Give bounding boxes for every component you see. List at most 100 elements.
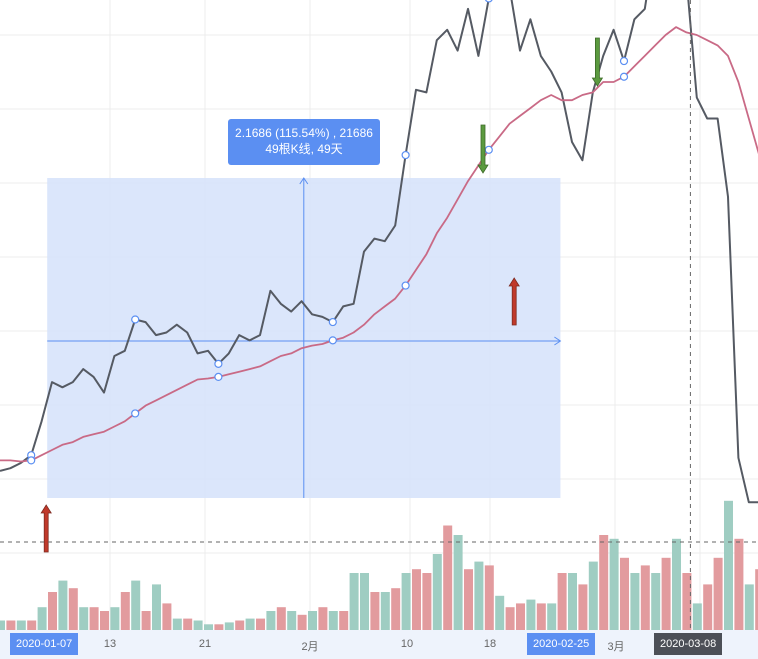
volume-bar-37	[380, 592, 390, 630]
price-marker-39	[401, 150, 410, 160]
x-highlight-label-0: 2020-01-07	[10, 633, 79, 655]
volume-bar-3	[27, 620, 37, 630]
measure-tooltip: 2.1686 (115.54%) , 21686 49根K线, 49天	[228, 119, 380, 165]
volume-bar-15	[152, 584, 161, 630]
volume-bar-73	[755, 569, 758, 630]
volume-bar-35	[360, 573, 369, 630]
moving_average-marker-13	[131, 409, 140, 418]
volume-bar-66	[682, 573, 692, 630]
volume-bar-20	[204, 624, 213, 630]
volume-bar-27	[276, 607, 286, 630]
volume-bar-36	[370, 592, 380, 630]
volume-bar-4	[37, 607, 47, 630]
volume-bar-39	[401, 573, 411, 630]
volume-bar-49	[505, 607, 515, 630]
trade-signal-arrows	[40, 37, 604, 553]
volume-bar-14	[141, 611, 151, 630]
volume-bar-22	[224, 622, 234, 630]
volume-bar-31	[318, 607, 328, 630]
volume-bar-44	[453, 535, 463, 630]
volume-bar-63	[651, 573, 661, 630]
volume-bar-48	[495, 595, 505, 630]
volume-bar-55	[568, 573, 577, 630]
x-tick-label-0: 13	[103, 638, 117, 650]
volume-bar-43	[443, 525, 453, 630]
volume-bar-47	[484, 565, 494, 630]
volume-bar-7	[68, 588, 78, 630]
volume-bar-69	[713, 557, 723, 630]
series-markers	[27, 0, 629, 465]
volume-bars	[0, 500, 758, 630]
tooltip-line-2: 49根K线, 49天	[265, 142, 343, 156]
measure-box-arrow-up	[299, 177, 309, 185]
volume-bar-26	[266, 611, 276, 630]
volume-bar-19	[193, 620, 203, 630]
volume-bar-6	[58, 580, 68, 630]
volume-bar-2	[16, 620, 26, 630]
sell-arrow-1	[477, 124, 489, 174]
volume-bar-46	[474, 561, 484, 630]
price-marker-60	[619, 56, 629, 66]
volume-bar-25	[256, 618, 265, 630]
price-marker-13	[131, 315, 140, 324]
volume-bar-60	[620, 557, 629, 630]
volume-bar-68	[703, 584, 713, 630]
volume-bar-56	[578, 584, 588, 630]
volume-bar-64	[661, 557, 671, 630]
moving_average-marker-47	[484, 145, 493, 154]
volume-bar-40	[412, 569, 421, 630]
moving_average-marker-39	[401, 281, 410, 290]
moving_average-marker-32	[328, 336, 337, 345]
volume-bar-62	[640, 565, 650, 630]
volume-bar-51	[526, 599, 536, 630]
volume-bar-18	[183, 618, 193, 630]
volume-bar-71	[734, 538, 744, 630]
volume-bar-54	[557, 573, 567, 630]
measure-range-box[interactable]	[47, 177, 562, 498]
volume-bar-21	[214, 624, 224, 630]
volume-bar-33	[339, 611, 349, 630]
price-marker-21	[214, 359, 223, 368]
volume-bar-24	[245, 618, 255, 630]
volume-bar-52	[536, 603, 546, 630]
volume-bar-45	[464, 569, 473, 630]
x-axis	[0, 630, 758, 659]
volume-bar-23	[235, 620, 245, 630]
tooltip-line-1: 2.1686 (115.54%) , 21686	[235, 126, 373, 140]
volume-bar-5	[48, 592, 57, 630]
volume-bar-50	[516, 603, 525, 630]
volume-bar-30	[308, 611, 317, 630]
x-tick-label-3: 10	[400, 638, 414, 650]
volume-bar-59	[609, 538, 619, 630]
x-tick-label-1: 21	[198, 638, 212, 650]
series-lines	[0, 0, 758, 504]
price-marker-32	[328, 317, 337, 327]
buy-arrow-2	[508, 277, 520, 326]
x-tick-label-4: 18	[483, 638, 497, 650]
x-tick-label-5: 3月	[607, 641, 625, 653]
volume-bar-41	[422, 573, 432, 630]
volume-bar-17	[172, 618, 182, 630]
volume-bar-8	[79, 607, 89, 630]
volume-bar-65	[672, 538, 681, 630]
x-tick-label-2: 2月	[301, 641, 319, 653]
volume-bar-61	[630, 573, 640, 630]
volume-bar-13	[131, 580, 141, 630]
volume-bar-38	[391, 588, 401, 630]
volume-bar-10	[100, 611, 109, 630]
price-marker-47	[485, 0, 493, 3]
x-highlight-label-1: 2020-02-25	[527, 633, 596, 655]
x-axis-band	[0, 630, 758, 659]
volume-bar-42	[432, 554, 442, 630]
volume-bar-32	[328, 611, 338, 630]
moving_average-marker-21	[214, 372, 223, 381]
volume-bar-16	[162, 603, 172, 630]
volume-bar-67	[692, 603, 702, 630]
moving_average-marker-3	[27, 456, 36, 465]
crosshair	[0, 0, 758, 630]
moving_average-marker-60	[619, 72, 629, 81]
moving_average-line	[0, 26, 758, 463]
volume-bar-57	[588, 561, 598, 630]
volume-bar-58	[599, 535, 609, 630]
